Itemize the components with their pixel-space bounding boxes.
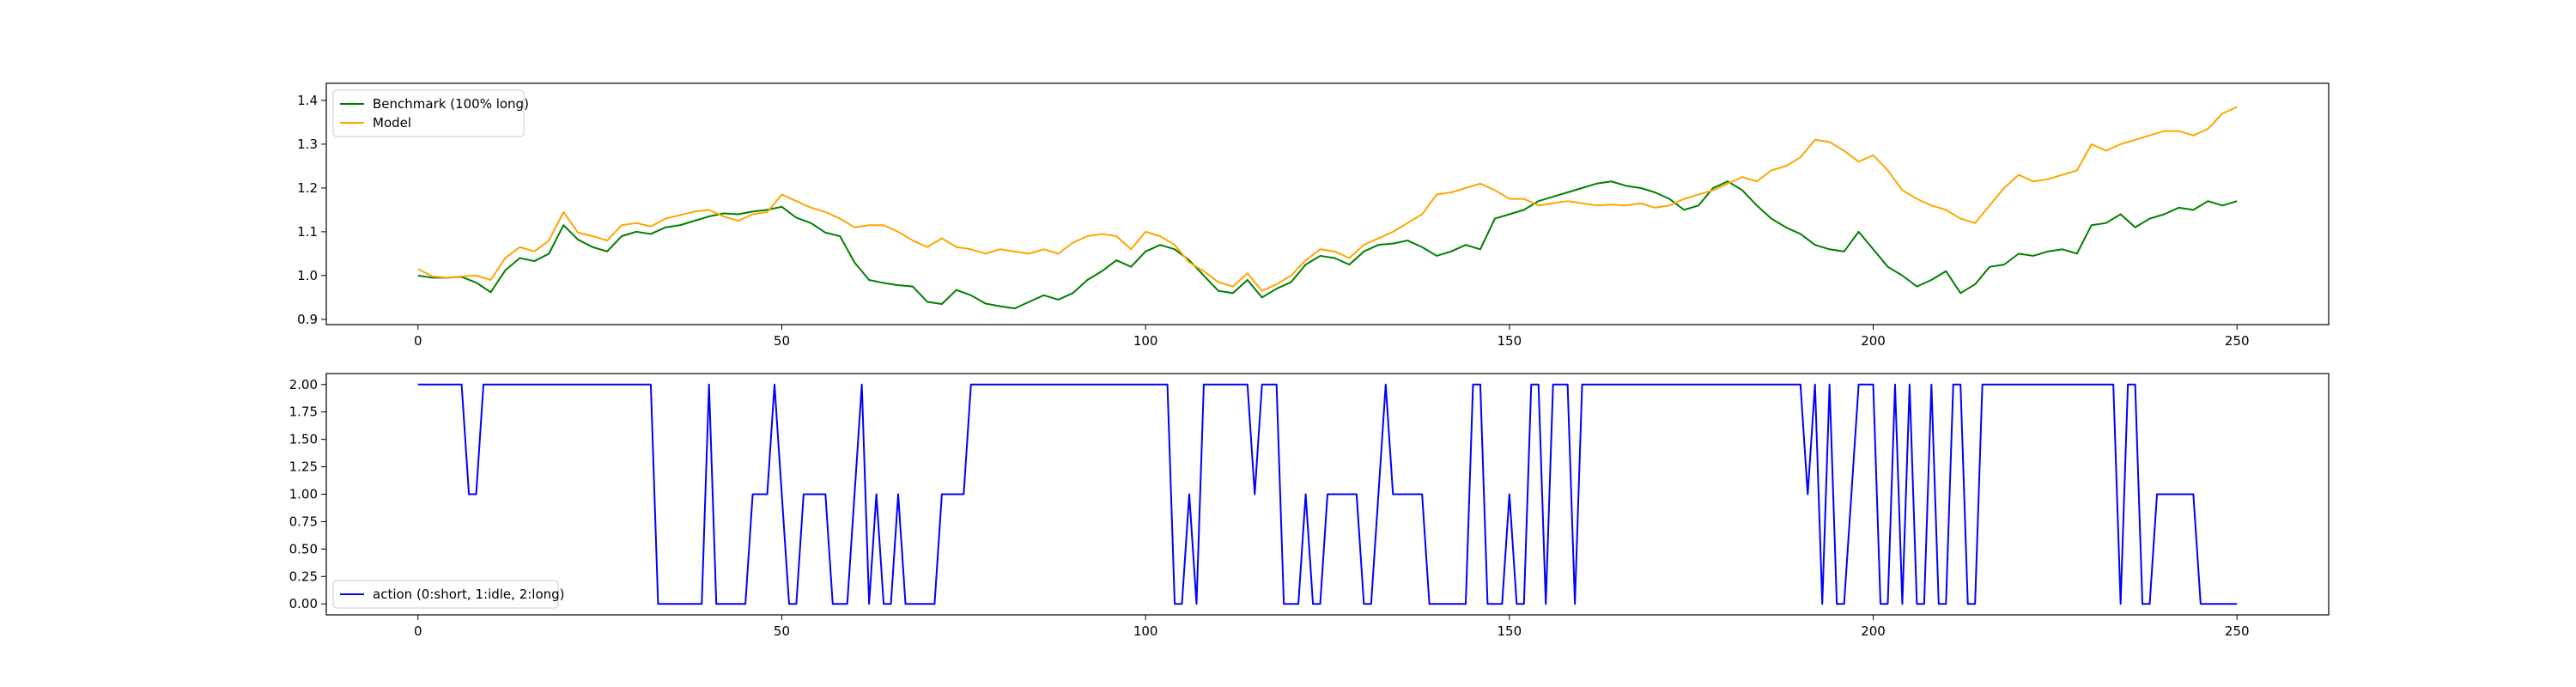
legend-box bbox=[332, 580, 559, 609]
legend-label: Benchmark (100% long) bbox=[373, 96, 529, 112]
y-tick-label: 1.0 bbox=[297, 268, 318, 283]
x-tick-label: 0 bbox=[414, 333, 422, 349]
series-line-1 bbox=[417, 180, 2238, 310]
series-line-1 bbox=[417, 383, 2238, 605]
y-tick-label: 1.75 bbox=[289, 404, 318, 420]
x-tick-label: 200 bbox=[1861, 623, 1886, 639]
y-tick-label: 0.00 bbox=[289, 596, 318, 611]
legend-label: Model bbox=[373, 115, 411, 131]
y-tick-label: 1.3 bbox=[297, 137, 318, 152]
x-tick-label: 50 bbox=[774, 333, 790, 349]
y-tick-label: 1.4 bbox=[297, 93, 318, 108]
legend-label: action (0:short, 1:idle, 2:long) bbox=[373, 587, 565, 602]
y-tick-label: 1.25 bbox=[289, 459, 318, 475]
y-tick-label: 0.50 bbox=[289, 541, 318, 556]
y-tick-label: 0.25 bbox=[289, 568, 318, 584]
chart-2: 0 50 100 150 200 250 0.00 0.25 0.50 0.75 1.00 1.25 1… bbox=[289, 373, 2330, 639]
x-tick-label: 100 bbox=[1133, 333, 1158, 349]
x-tick-label: 100 bbox=[1133, 623, 1158, 639]
legend: Benchmark (100% long) Model bbox=[332, 89, 529, 137]
y-tick-label: 2.00 bbox=[289, 377, 318, 392]
y-tick-label: 1.50 bbox=[289, 432, 318, 447]
x-tick-label: 250 bbox=[2225, 333, 2250, 349]
x-tick-label: 250 bbox=[2225, 623, 2250, 639]
legend-box bbox=[332, 89, 525, 137]
y-tick-label: 1.2 bbox=[297, 180, 318, 196]
x-tick-label: 200 bbox=[1861, 333, 1886, 349]
series-line-2 bbox=[417, 106, 2238, 292]
x-tick-label: 150 bbox=[1498, 623, 1522, 639]
y-tick-label: 0.9 bbox=[297, 312, 318, 327]
x-tick-label: 150 bbox=[1498, 333, 1522, 349]
y-tick-label: 1.00 bbox=[289, 487, 318, 502]
x-tick-label: 0 bbox=[414, 623, 422, 639]
axes-frame bbox=[325, 82, 2330, 325]
x-tick-label: 50 bbox=[774, 623, 790, 639]
chart-1: 0 50 100 150 200 250 0.9 1.0 1.1 1.2 1.3 1.4 Benchma… bbox=[297, 82, 2330, 349]
y-tick-label: 0.75 bbox=[289, 514, 318, 529]
y-tick-label: 1.1 bbox=[297, 224, 318, 240]
legend: action (0:short, 1:idle, 2:long) bbox=[332, 580, 565, 609]
